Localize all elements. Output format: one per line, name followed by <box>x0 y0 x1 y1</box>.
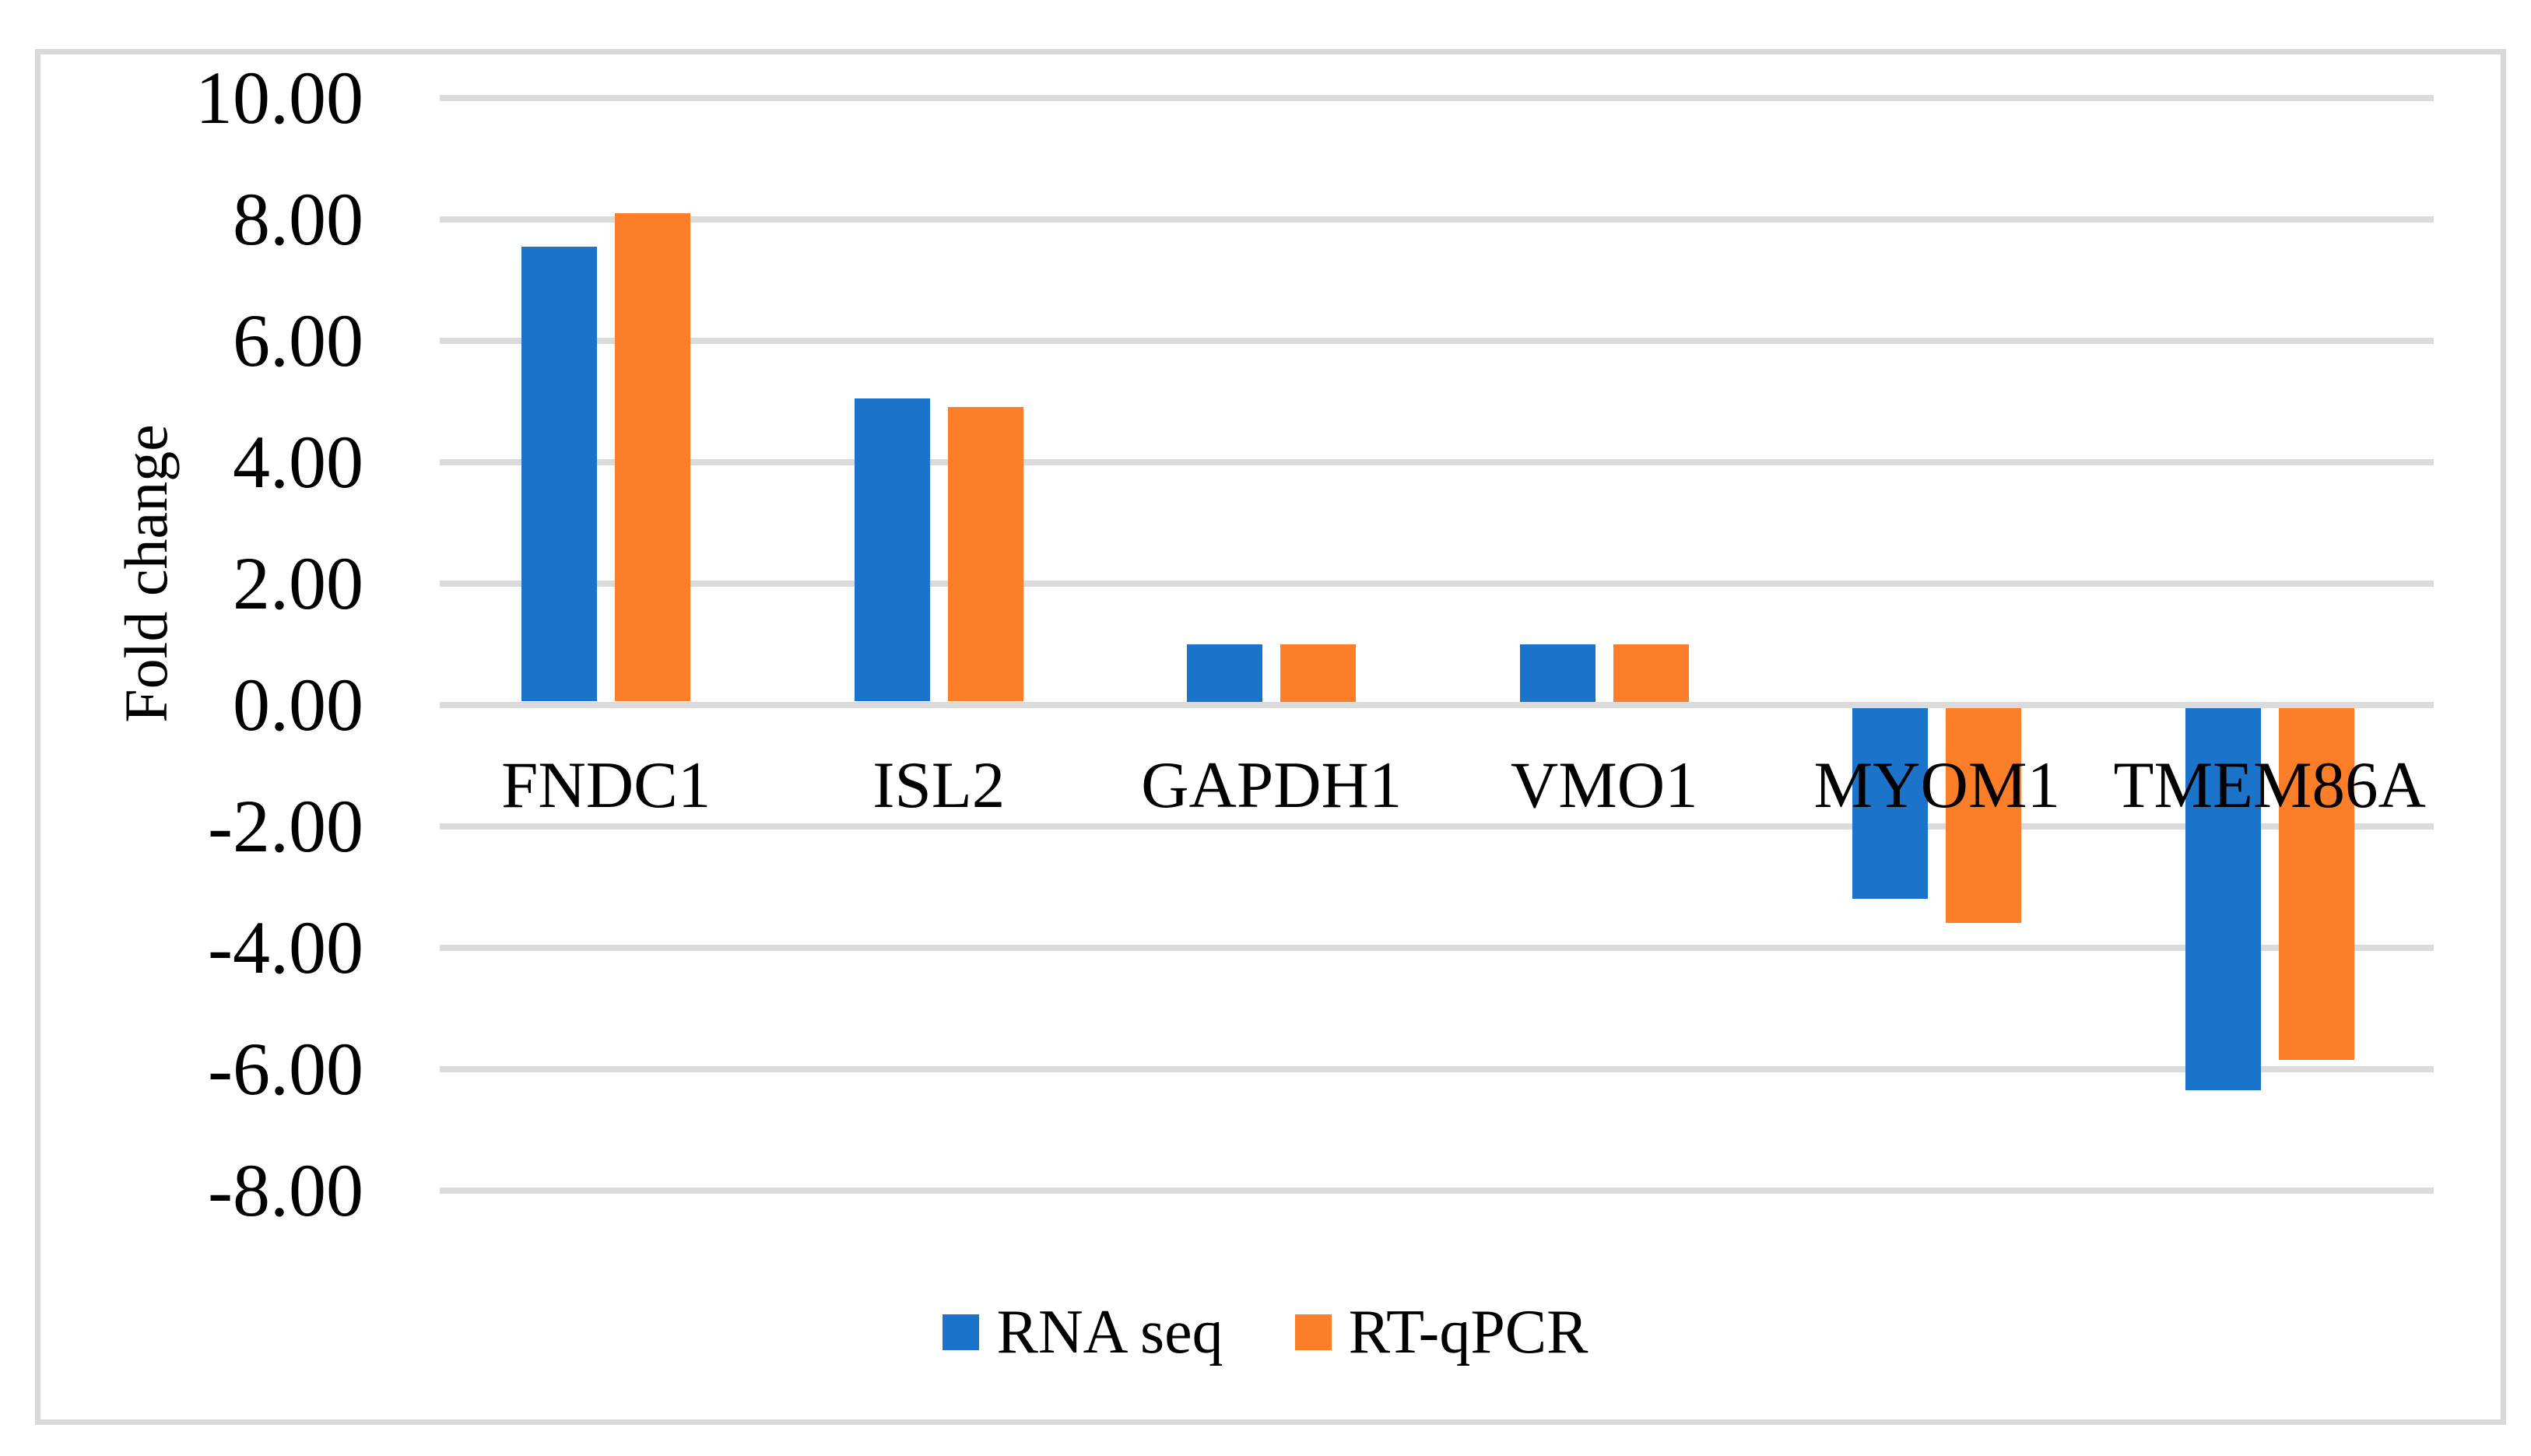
bar-rt-qpcr-gapdh1 <box>1280 644 1357 702</box>
bar-rna-seq-isl2 <box>854 398 930 702</box>
y-tick-label: 6.00 <box>233 298 363 382</box>
category-label-isl2: ISL2 <box>872 749 1006 822</box>
y-tick-label: -4.00 <box>208 905 363 989</box>
bar-rt-qpcr-fndc1 <box>615 212 691 702</box>
gridline--2.00 <box>440 823 2434 830</box>
gridline-6.00 <box>440 337 2434 344</box>
bar-rt-qpcr-tmem86a <box>2278 707 2354 1060</box>
gridline-10.00 <box>440 94 2434 101</box>
category-label-gapdh1: GAPDH1 <box>1141 749 1402 822</box>
bar-rt-qpcr-isl2 <box>947 407 1023 702</box>
bar-rna-seq-vmo1 <box>1519 644 1595 702</box>
gridline--4.00 <box>440 944 2434 951</box>
bar-rt-qpcr-myom1 <box>1946 707 2022 924</box>
legend-item-rna-seq: RNA seq <box>943 1293 1223 1371</box>
bar-rna-seq-gapdh1 <box>1187 644 1263 702</box>
legend-label: RT-qPCR <box>1348 1298 1588 1367</box>
gridline-4.00 <box>440 458 2434 465</box>
y-tick-label: 4.00 <box>233 419 363 503</box>
y-tick-label: -2.00 <box>208 784 363 868</box>
orange-square-icon <box>1294 1314 1332 1350</box>
gridline-0.00 <box>440 701 2434 708</box>
legend-item-rt-qpcr: RT-qPCR <box>1294 1293 1588 1371</box>
category-label-myom1: MYOM1 <box>1813 749 2060 822</box>
bar-rna-seq-myom1 <box>1852 707 1929 900</box>
gridline-2.00 <box>440 580 2434 587</box>
bar-rna-seq-fndc1 <box>521 246 598 702</box>
bar-rna-seq-tmem86a <box>2185 707 2261 1090</box>
chart-border-frame <box>35 49 2506 1425</box>
legend-label: RNA seq <box>996 1298 1223 1367</box>
gridline--8.00 <box>440 1187 2434 1194</box>
gridline-8.00 <box>440 216 2434 223</box>
category-label-tmem86a: TMEM86A <box>2113 749 2426 822</box>
gridline--6.00 <box>440 1065 2434 1072</box>
bar-rt-qpcr-vmo1 <box>1613 644 1689 702</box>
y-tick-label: -8.00 <box>208 1148 363 1232</box>
y-tick-label: 2.00 <box>233 541 363 625</box>
legend: RNA seq RT-qPCR <box>0 1293 2531 1371</box>
y-tick-label: 8.00 <box>233 177 363 261</box>
y-tick-label: 10.00 <box>195 55 363 139</box>
category-label-vmo1: VMO1 <box>1510 749 1698 822</box>
category-label-fndc1: FNDC1 <box>501 749 711 822</box>
blue-square-icon <box>943 1314 980 1350</box>
y-tick-label: 0.00 <box>233 662 363 746</box>
y-tick-label: -6.00 <box>208 1026 363 1110</box>
